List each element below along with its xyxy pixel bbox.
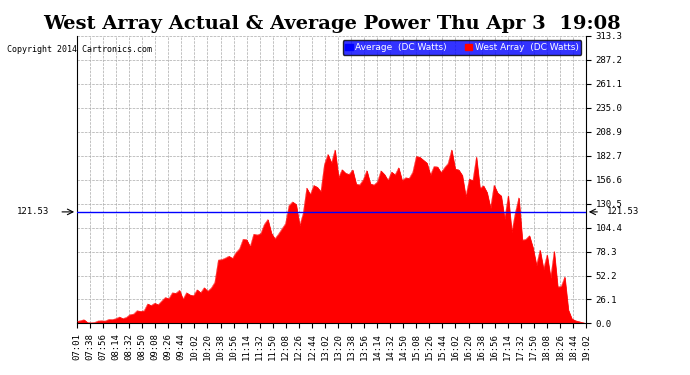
Text: Copyright 2014 Cartronics.com: Copyright 2014 Cartronics.com (7, 45, 152, 54)
Legend: Average  (DC Watts), West Array  (DC Watts): Average (DC Watts), West Array (DC Watts… (343, 40, 582, 55)
Text: 121.53: 121.53 (17, 207, 49, 216)
Text: 121.53: 121.53 (607, 207, 640, 216)
Title: West Array Actual & Average Power Thu Apr 3  19:08: West Array Actual & Average Power Thu Ap… (43, 15, 620, 33)
